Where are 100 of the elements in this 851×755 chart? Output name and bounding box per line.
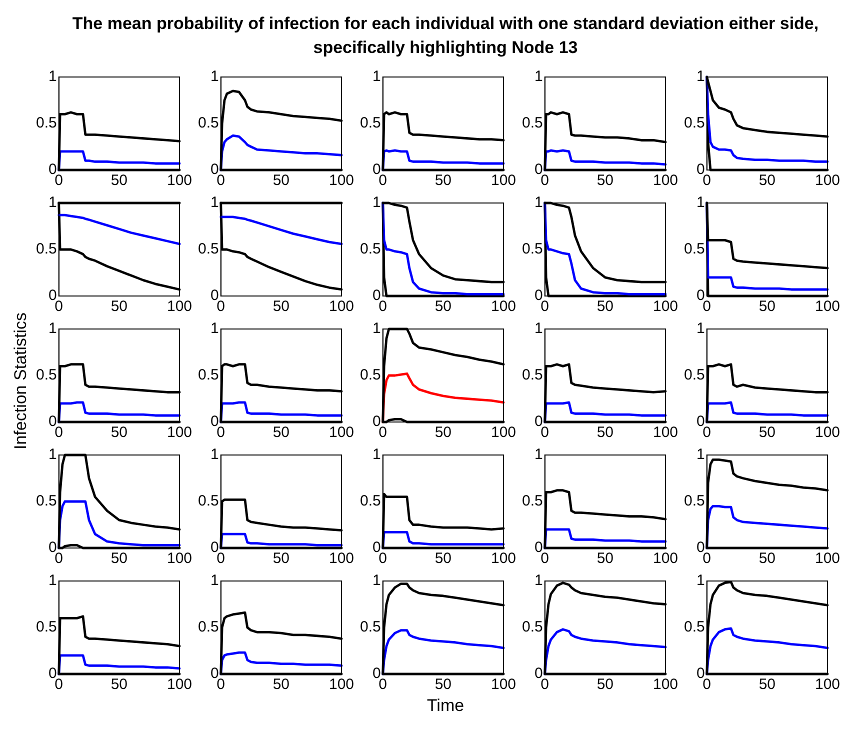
y-tick-label: 0.5 xyxy=(522,114,543,132)
x-tick-label: 100 xyxy=(490,172,516,190)
x-tick-label: 100 xyxy=(490,298,516,316)
y-tick-label: 1 xyxy=(696,446,705,464)
x-tick-label: 100 xyxy=(490,424,516,442)
x-tick-label: 50 xyxy=(110,424,128,442)
y-tick-label: 0.5 xyxy=(36,492,57,510)
y-tick-label: 0.5 xyxy=(522,492,543,510)
y-tick-label: 1 xyxy=(534,194,543,212)
y-tick-label: 0.5 xyxy=(522,366,543,384)
y-tick-label: 1 xyxy=(210,68,219,86)
y-tick-label: 1 xyxy=(372,320,381,338)
x-tick-label: 50 xyxy=(110,172,128,190)
y-tick-label: 1 xyxy=(372,68,381,86)
y-tick-label: 0.5 xyxy=(684,114,705,132)
x-tick-label: 50 xyxy=(110,550,128,568)
x-axis-title: Time xyxy=(426,696,466,716)
y-tick-label: 1 xyxy=(372,572,381,590)
y-tick-label: 0.5 xyxy=(360,366,381,384)
y-tick-label: 1 xyxy=(210,446,219,464)
y-tick-label: 0.5 xyxy=(684,492,705,510)
y-tick-label: 1 xyxy=(696,68,705,86)
x-tick-label: 100 xyxy=(814,172,840,190)
y-tick-label: 0.5 xyxy=(522,618,543,636)
y-tick-label: 1 xyxy=(534,572,543,590)
x-tick-label: 100 xyxy=(166,676,192,694)
y-tick-label: 0.5 xyxy=(198,366,219,384)
y-tick-label: 1 xyxy=(48,194,57,212)
x-tick-label: 100 xyxy=(652,550,678,568)
y-tick-label: 0.5 xyxy=(36,366,57,384)
x-tick-label: 50 xyxy=(758,424,776,442)
x-tick-label: 100 xyxy=(652,298,678,316)
x-tick-label: 100 xyxy=(328,550,354,568)
x-tick-label: 100 xyxy=(328,298,354,316)
y-tick-label: 1 xyxy=(372,446,381,464)
x-tick-label: 100 xyxy=(814,424,840,442)
x-tick-label: 50 xyxy=(110,676,128,694)
x-tick-label: 100 xyxy=(814,298,840,316)
x-tick-label: 50 xyxy=(272,172,290,190)
text: The mean probability of infection for each individual with one standard deviation either side, specifically highlighting Node 13 xyxy=(71,13,820,59)
x-tick-label: 100 xyxy=(166,550,192,568)
y-tick-label: 1 xyxy=(696,572,705,590)
y-tick-label: 0.5 xyxy=(684,240,705,258)
x-tick-label: 100 xyxy=(490,676,516,694)
y-tick-label: 0.5 xyxy=(36,240,57,258)
y-tick-label: 1 xyxy=(48,572,57,590)
y-tick-label: 1 xyxy=(372,194,381,212)
x-tick-label: 50 xyxy=(596,550,614,568)
y-tick-label: 1 xyxy=(210,320,219,338)
y-tick-label: 1 xyxy=(696,194,705,212)
x-tick-label: 100 xyxy=(652,172,678,190)
x-tick-label: 100 xyxy=(166,298,192,316)
x-tick-label: 50 xyxy=(434,550,452,568)
y-tick-label: 0.5 xyxy=(360,618,381,636)
x-tick-label: 50 xyxy=(758,298,776,316)
x-tick-label: 50 xyxy=(596,424,614,442)
y-tick-label: 1 xyxy=(210,194,219,212)
x-tick-label: 50 xyxy=(758,172,776,190)
x-tick-label: 100 xyxy=(328,172,354,190)
x-tick-label: 50 xyxy=(110,298,128,316)
y-tick-label: 0.5 xyxy=(36,618,57,636)
y-tick-label: 1 xyxy=(48,446,57,464)
y-tick-label: 1 xyxy=(48,68,57,86)
y-tick-label: 0.5 xyxy=(522,240,543,258)
y-tick-label: 0.5 xyxy=(198,618,219,636)
x-tick-label: 50 xyxy=(272,676,290,694)
x-tick-label: 50 xyxy=(272,424,290,442)
x-tick-label: 50 xyxy=(596,676,614,694)
x-tick-label: 50 xyxy=(758,550,776,568)
y-tick-label: 1 xyxy=(534,446,543,464)
x-tick-label: 50 xyxy=(596,298,614,316)
y-tick-label: 0.5 xyxy=(198,114,219,132)
y-tick-label: 0.5 xyxy=(360,240,381,258)
x-tick-label: 50 xyxy=(434,424,452,442)
y-tick-label: 0.5 xyxy=(198,492,219,510)
x-tick-label: 100 xyxy=(814,550,840,568)
x-tick-label: 50 xyxy=(758,676,776,694)
y-tick-label: 0.5 xyxy=(684,366,705,384)
x-tick-label: 100 xyxy=(652,424,678,442)
y-tick-label: 0.5 xyxy=(684,618,705,636)
y-tick-label: 1 xyxy=(534,320,543,338)
x-tick-label: 100 xyxy=(328,676,354,694)
x-tick-label: 50 xyxy=(596,172,614,190)
y-tick-label: 1 xyxy=(534,68,543,86)
x-tick-label: 50 xyxy=(434,172,452,190)
y-tick-label: 0.5 xyxy=(36,114,57,132)
x-tick-label: 100 xyxy=(490,550,516,568)
y-tick-label: 1 xyxy=(210,572,219,590)
x-tick-label: 100 xyxy=(814,676,840,694)
x-tick-label: 50 xyxy=(434,676,452,694)
y-tick-label: 0.5 xyxy=(198,240,219,258)
y-tick-label: 1 xyxy=(48,320,57,338)
x-tick-label: 100 xyxy=(328,424,354,442)
x-tick-label: 50 xyxy=(272,550,290,568)
y-tick-label: 0.5 xyxy=(360,492,381,510)
x-tick-label: 100 xyxy=(166,172,192,190)
x-tick-label: 100 xyxy=(166,424,192,442)
x-tick-label: 100 xyxy=(652,676,678,694)
y-axis-title: Infection Statistics xyxy=(11,312,31,450)
x-tick-label: 50 xyxy=(434,298,452,316)
